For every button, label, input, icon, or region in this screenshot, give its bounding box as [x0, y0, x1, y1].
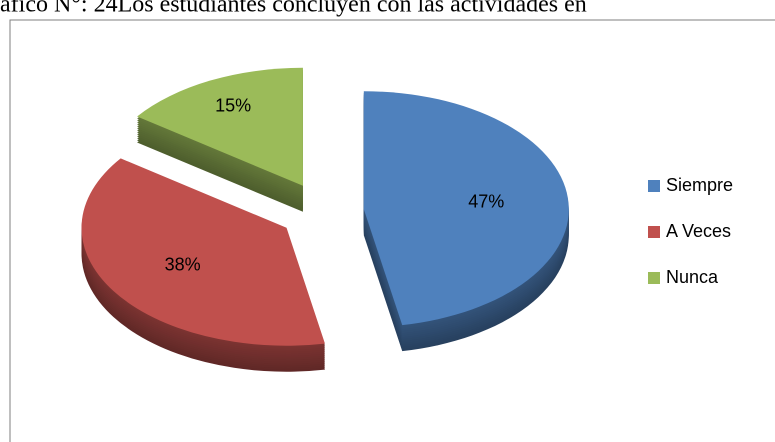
legend-label: Nunca	[666, 267, 719, 287]
legend-label: Siempre	[666, 175, 733, 195]
legend-swatch	[648, 226, 660, 238]
slice	[363, 91, 569, 326]
chart-title: áfico N°: 24Los estudiantes concluyen co…	[0, 0, 587, 18]
slice	[137, 67, 303, 186]
data-label: 47%	[468, 191, 504, 211]
legend-label: A Veces	[666, 221, 731, 241]
data-label: 38%	[165, 254, 201, 274]
title-band	[0, 0, 775, 19]
data-label: 15%	[215, 96, 251, 116]
slice	[81, 158, 325, 346]
legend-swatch	[648, 272, 660, 284]
legend-swatch	[648, 180, 660, 192]
